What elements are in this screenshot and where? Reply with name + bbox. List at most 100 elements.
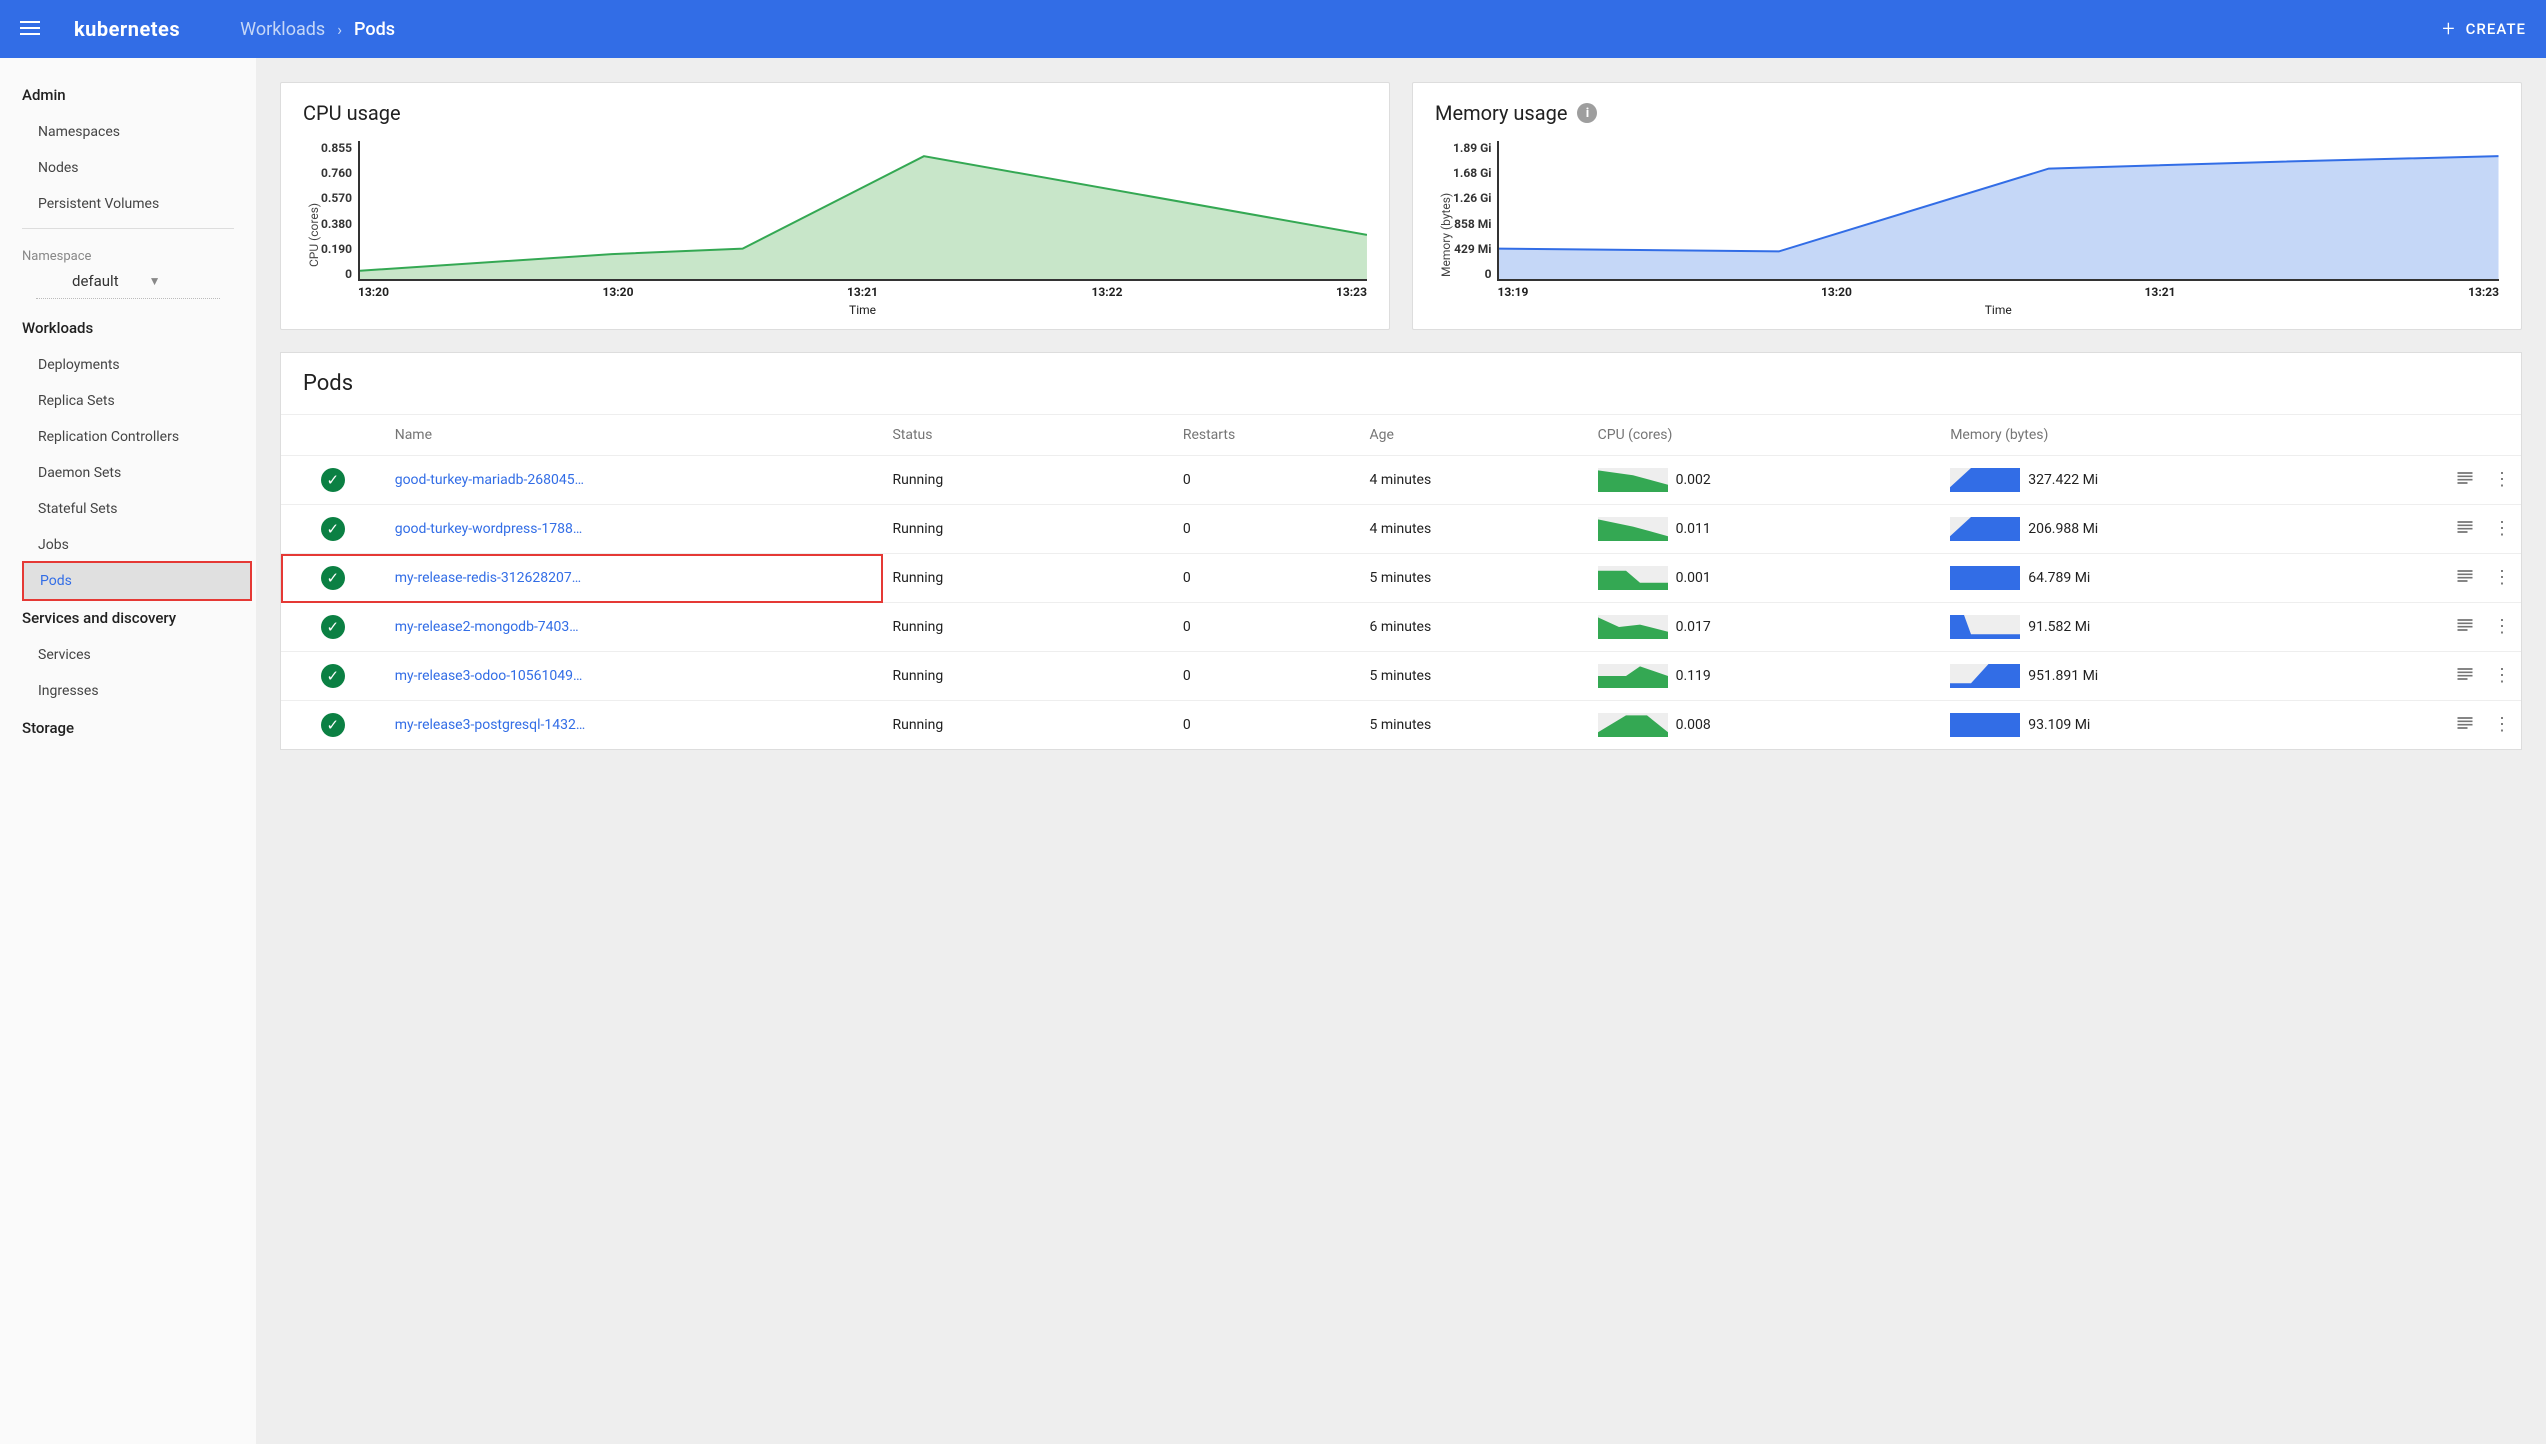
cpu-sparkline [1598,664,1668,688]
mem-sparkline [1950,615,2020,639]
cpu-sparkline [1598,566,1668,590]
pods-table: NameStatusRestartsAgeCPU (cores)Memory (… [281,414,2521,749]
logs-icon[interactable] [2455,468,2475,492]
pod-name-link[interactable]: my-release3-odoo-10561049… [395,668,615,684]
breadcrumb-current: Pods [354,19,395,40]
pod-name-link[interactable]: my-release3-postgresql-1432… [395,717,615,733]
chevron-right-icon: › [337,20,342,39]
divider [22,228,234,229]
sidebar-item-persistent-volumes[interactable]: Persistent Volumes [0,186,256,222]
pod-restarts: 0 [1173,603,1360,652]
mem-value: 327.422 Mi [2028,472,2098,488]
namespace-select[interactable]: default ▼ [36,266,220,299]
sidebar: Admin NamespacesNodesPersistent Volumes … [0,58,256,1444]
cpu-sparkline [1598,615,1668,639]
pod-name-link[interactable]: my-release-redis-312628207… [395,570,615,586]
mem-yticks: 1.89 Gi1.68 Gi1.26 Gi858 Mi429 Mi0 [1453,141,1497,281]
mem-value: 93.109 Mi [2028,717,2090,733]
pod-restarts: 0 [1173,505,1360,554]
logs-icon[interactable] [2455,566,2475,590]
sidebar-item-replica-sets[interactable]: Replica Sets [0,383,256,419]
sidebar-section-storage: Storage [0,709,256,747]
more-actions-icon[interactable]: ⋮ [2493,471,2511,489]
mem-value: 951.891 Mi [2028,668,2098,684]
pod-age: 6 minutes [1359,603,1587,652]
cpu-sparkline [1598,468,1668,492]
status-ok-icon: ✓ [321,615,345,639]
cpu-value: 0.017 [1676,619,1711,635]
sidebar-item-deployments[interactable]: Deployments [0,347,256,383]
more-actions-icon[interactable]: ⋮ [2493,618,2511,636]
cpu-value: 0.119 [1676,668,1711,684]
logs-icon[interactable] [2455,713,2475,737]
mem-sparkline [1950,468,2020,492]
more-actions-icon[interactable]: ⋮ [2493,520,2511,538]
sidebar-item-namespaces[interactable]: Namespaces [0,114,256,150]
chevron-down-icon: ▼ [149,274,161,288]
cpu-sparkline [1598,713,1668,737]
sidebar-item-pods[interactable]: Pods [24,563,250,599]
mem-value: 91.582 Mi [2028,619,2090,635]
cpu-value: 0.011 [1676,521,1711,537]
logs-icon[interactable] [2455,615,2475,639]
more-actions-icon[interactable]: ⋮ [2493,569,2511,587]
pod-status: Running [882,505,1172,554]
sidebar-item-nodes[interactable]: Nodes [0,150,256,186]
mem-chart-plot [1497,141,2499,281]
sidebar-item-ingresses[interactable]: Ingresses [0,673,256,709]
info-icon[interactable]: i [1577,103,1597,123]
sidebar-item-jobs[interactable]: Jobs [0,527,256,563]
mem-sparkline [1950,566,2020,590]
sidebar-section-admin: Admin [0,76,256,114]
table-row: ✓my-release2-mongodb-7403…Running06 minu… [281,603,2521,652]
cpu-chart-plot [358,141,1367,281]
sidebar-item-stateful-sets[interactable]: Stateful Sets [0,491,256,527]
table-row: ✓my-release3-odoo-10561049…Running05 min… [281,652,2521,701]
mem-sparkline [1950,713,2020,737]
cpu-xticks: 13:2013:2013:2113:2213:23 [358,281,1367,299]
breadcrumb: Workloads › Pods [240,19,395,40]
cpu-ylabel: CPU (cores) [303,141,321,311]
create-button[interactable]: + CREATE [2442,17,2526,42]
more-actions-icon[interactable]: ⋮ [2493,716,2511,734]
column-header[interactable]: CPU (cores) [1588,415,1941,456]
sidebar-item-services[interactable]: Services [0,637,256,673]
mem-ylabel: Memory (bytes) [1435,141,1453,311]
logo: kubernetes [74,17,180,41]
mem-value: 64.789 Mi [2028,570,2090,586]
breadcrumb-parent[interactable]: Workloads [240,19,325,40]
status-ok-icon: ✓ [321,664,345,688]
pod-age: 4 minutes [1359,456,1587,505]
cpu-sparkline [1598,517,1668,541]
logs-icon[interactable] [2455,517,2475,541]
column-header[interactable]: Restarts [1173,415,1360,456]
more-actions-icon[interactable]: ⋮ [2493,667,2511,685]
pod-name-link[interactable]: my-release2-mongodb-7403… [395,619,615,635]
column-header[interactable]: Name [385,415,883,456]
pod-status: Running [882,701,1172,750]
sidebar-item-daemon-sets[interactable]: Daemon Sets [0,455,256,491]
status-ok-icon: ✓ [321,468,345,492]
sidebar-item-replication-controllers[interactable]: Replication Controllers [0,419,256,455]
cpu-chart-title: CPU usage [303,101,1367,125]
column-header[interactable]: Status [882,415,1172,456]
sidebar-section-workloads: Workloads [0,309,256,347]
cpu-value: 0.008 [1676,717,1711,733]
cpu-value: 0.001 [1676,570,1711,586]
mem-xlabel: Time [1497,299,2499,317]
cpu-yticks: 0.8550.7600.5700.3800.1900 [321,141,358,281]
sidebar-section-services: Services and discovery [0,599,256,637]
pod-name-link[interactable]: good-turkey-wordpress-1788… [395,521,615,537]
column-header[interactable]: Memory (bytes) [1940,415,2334,456]
column-header[interactable]: Age [1359,415,1587,456]
cpu-xlabel: Time [358,299,1367,317]
pod-age: 5 minutes [1359,701,1587,750]
status-ok-icon: ✓ [321,566,345,590]
logs-icon[interactable] [2455,664,2475,688]
hamburger-menu-icon[interactable] [20,17,44,41]
table-row: ✓good-turkey-wordpress-1788…Running04 mi… [281,505,2521,554]
pod-name-link[interactable]: good-turkey-mariadb-268045… [395,472,615,488]
status-ok-icon: ✓ [321,713,345,737]
pod-restarts: 0 [1173,554,1360,603]
table-row: ✓my-release-redis-312628207…Running05 mi… [281,554,2521,603]
